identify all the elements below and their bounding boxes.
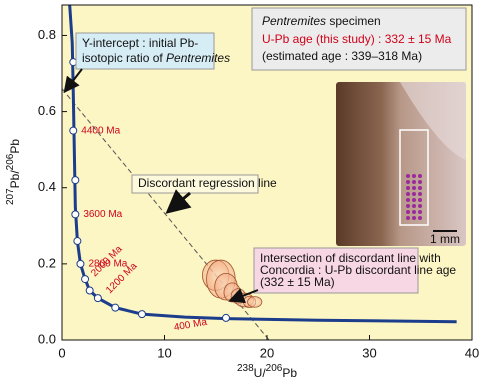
concordia-point	[76, 259, 85, 268]
sample-spot	[406, 198, 410, 202]
sample-spot	[412, 180, 416, 184]
sample-spot	[406, 192, 410, 196]
x-tick-label: 30	[362, 345, 376, 360]
axis-text: U/	[254, 366, 267, 380]
info-text: specimen	[326, 14, 381, 28]
sample-spot	[418, 186, 422, 190]
concordia-point	[93, 294, 102, 303]
concordia-point	[111, 303, 120, 312]
age-label: 4400 Ma	[81, 125, 120, 136]
axis-text: 207	[5, 188, 16, 205]
sample-spot	[412, 198, 416, 202]
sample-spot	[418, 204, 422, 208]
y-tick-label: 0.6	[38, 103, 56, 118]
discordia-note: Discordant regression line	[131, 174, 277, 214]
concordia-point	[85, 286, 94, 295]
y-tick-label: 0.0	[38, 331, 56, 346]
info-text: Pentremites	[262, 14, 326, 28]
sample-spot	[406, 186, 410, 190]
axis-text: 206	[266, 363, 283, 374]
concordia-point	[137, 310, 146, 319]
sample-area	[399, 129, 429, 226]
note-line: Discordant regression line	[138, 176, 277, 190]
concordia-point	[222, 313, 230, 322]
sample-spot	[412, 210, 416, 214]
note-line: isotopic ratio of Pentremites	[82, 51, 230, 65]
sample-spot	[418, 192, 422, 196]
x-tick-label: 40	[465, 345, 479, 360]
note-line: (332 ± 15 Ma)	[260, 275, 335, 289]
concordia-curve	[68, 4, 457, 324]
y-tick-label: 0.4	[38, 179, 56, 194]
x-axis-title: 238U/206Pb	[237, 363, 297, 380]
age-label: 2800 Ma	[88, 259, 127, 270]
concordia-point	[69, 126, 78, 135]
sample-spot	[406, 210, 410, 214]
sample-spot	[412, 186, 416, 190]
arrow	[228, 288, 259, 304]
y-tick-label: 0.8	[38, 27, 56, 42]
sample-spot	[412, 216, 416, 220]
sample-spot	[406, 216, 410, 220]
sample-spot	[418, 198, 422, 202]
sample-spot	[412, 174, 416, 178]
x-tick-label: 20	[260, 345, 274, 360]
concordia-point	[81, 275, 90, 284]
note-line: Intersection of discordant line with	[260, 251, 441, 265]
intersection-note: Intersection of discordant line with Con…	[228, 247, 456, 304]
sample-spot	[406, 204, 410, 208]
photo-shade	[400, 82, 466, 160]
axis-text: Pb	[8, 139, 22, 154]
concordia-point	[71, 210, 80, 219]
error-ellipse	[247, 296, 263, 308]
info-line: (estimated age : 339–318 Ma)	[262, 49, 422, 63]
note-line: Y-intercept : initial Pb-	[82, 36, 198, 50]
axis-text: 238	[237, 363, 254, 374]
note-line: Concordia : U-Pb discordant line age	[260, 263, 456, 277]
specimen-photo: 1 mm	[336, 82, 466, 246]
sample-spot	[412, 192, 416, 196]
y-axis-title: 207Pb/206Pb	[5, 139, 22, 205]
concordia-point	[73, 237, 82, 246]
note-text: Pentremites	[166, 51, 230, 65]
arrow	[63, 68, 83, 94]
arrow	[165, 189, 192, 214]
sample-spot	[406, 180, 410, 184]
scale-label: 1 mm	[430, 232, 460, 246]
sample-spot	[406, 174, 410, 178]
x-tick-label: 10	[157, 345, 171, 360]
sample-spot	[418, 210, 422, 214]
x-tick-label: 0	[58, 345, 65, 360]
sample-spot	[412, 204, 416, 208]
info-box: Pentremites specimen U-Pb age (this stud…	[251, 7, 467, 71]
sample-spot	[418, 216, 422, 220]
discordia-line	[61, 88, 270, 341]
info-line: Pentremites specimen	[262, 14, 381, 28]
axis-text: 206	[5, 153, 16, 170]
sample-spot	[418, 180, 422, 184]
info-line: U-Pb age (this study) : 332 ± 15 Ma	[262, 32, 452, 46]
note-text: isotopic ratio of	[82, 51, 166, 65]
sample-spot	[418, 174, 422, 178]
axis-text: Pb/	[8, 170, 22, 189]
y-intercept-note: Y-intercept : initial Pb- isotopic ratio…	[63, 32, 230, 94]
concordia-point	[71, 176, 80, 185]
age-label: 3600 Ma	[83, 209, 122, 220]
axis-text: Pb	[282, 366, 297, 380]
y-tick-label: 0.2	[38, 255, 56, 270]
